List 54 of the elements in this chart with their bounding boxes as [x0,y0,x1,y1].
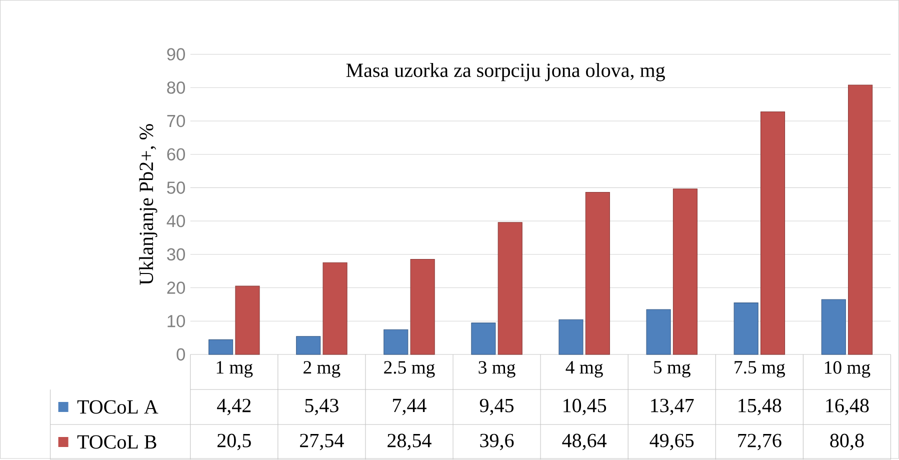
bar [235,286,260,355]
y-tick-label: 80 [167,82,185,94]
data-label: 80,8 [830,434,864,450]
data-label: 48,64 [562,434,607,450]
bar [384,329,408,355]
bar [734,302,758,355]
bar [322,262,348,355]
legend-label: TOCoL B [77,435,156,449]
bar [498,222,522,355]
y-axis-title: Uklanjanje Pb2+, % [139,124,158,286]
y-tick-label: 50 [167,182,185,194]
x-tick-label: 2.5 mg [384,361,435,378]
bar [208,340,234,355]
y-tick-label: 90 [167,48,185,61]
y-tick-label: 30 [167,248,185,261]
x-tick-label: 1 mg [216,361,253,378]
data-label: 49,65 [650,434,694,450]
data-label: 5,43 [305,398,338,416]
bar [296,336,321,355]
y-tick-label: 20 [167,282,185,294]
data-label: 16,48 [826,398,869,416]
bar [585,192,610,355]
data-label: 4,42 [217,398,251,416]
data-label: 7,44 [393,398,426,416]
bar [646,309,671,355]
x-tick-label: 7.5 mg [734,361,785,378]
bar [471,322,496,355]
bar [821,299,846,355]
chart-title: Masa uzorka za sorpciju jona olova, mg [346,63,665,82]
y-tick-label: 60 [167,148,185,161]
data-label: 13,47 [651,398,694,416]
y-tick-label: 0 [176,348,185,361]
x-tick-label: 5 mg [654,361,690,378]
x-tick-label: 2 mg [304,361,340,378]
bar [760,112,786,355]
bar [672,188,698,355]
data-label: 9,45 [480,398,514,416]
bar [558,319,584,355]
data-label: 20,5 [218,434,251,450]
y-tick-label: 10 [168,315,185,328]
bar [848,84,873,355]
x-tick-label: 4 mg [566,361,603,378]
data-label: 72,76 [738,434,782,450]
y-tick-label: 40 [166,215,185,228]
data-label: 10,45 [564,398,606,416]
legend-label: TOCoL A [77,400,158,414]
y-tick-label: 70 [167,114,185,128]
data-label: 28,54 [388,434,432,450]
x-tick-label: 10 mg [824,361,870,378]
data-label: 15,48 [738,398,782,416]
data-label: 27,54 [300,434,344,450]
bar [410,259,435,355]
data-label: 39,6 [480,434,514,450]
x-tick-label: 3 mg [478,361,516,378]
